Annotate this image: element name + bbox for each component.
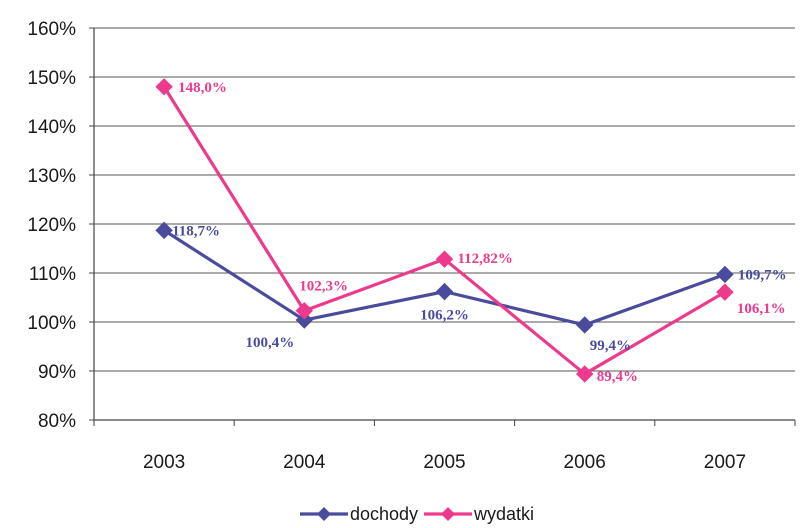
data-label-dochody: 99,4% <box>590 338 631 354</box>
series-group <box>155 78 734 383</box>
data-point-dochody <box>716 265 734 284</box>
series-line-wydatki <box>162 85 726 376</box>
data-label-wydatki: 106,1% <box>737 301 786 317</box>
data-label-dochody: 100,4% <box>246 335 295 351</box>
data-point-dochody <box>575 316 594 334</box>
data-point-wydatki <box>435 250 454 268</box>
data-labels: 118,7% 100,4% 106,2% 99,4% 109,7% 148,0% 102,3… <box>172 80 787 385</box>
legend-marker-wydatki <box>441 507 455 521</box>
x-tick-label: 2003 <box>143 452 185 473</box>
data-label-wydatki: 102,3% <box>299 279 348 295</box>
legend-label-dochody: dochody <box>350 504 418 524</box>
y-tick-label: 140% <box>27 117 76 138</box>
y-tick-label: 100% <box>27 313 76 334</box>
legend: dochody wydatki <box>300 504 534 524</box>
data-label-wydatki: 112,82% <box>458 251 513 267</box>
y-tick-label: 80% <box>38 411 76 432</box>
data-label-dochody: 109,7% <box>738 267 787 283</box>
x-tick-label: 2007 <box>704 452 746 473</box>
x-axis-tick-labels: 2003 2004 2005 2006 2007 <box>143 452 746 473</box>
data-point-wydatki <box>575 365 594 383</box>
y-axis-tick-labels: 80% 90% 100% 110% 120% 130% 140% 150% 160% <box>27 19 76 432</box>
data-label-dochody: 118,7% <box>172 223 220 239</box>
y-tick-label: 120% <box>27 215 76 236</box>
data-label-dochody: 106,2% <box>420 308 469 324</box>
data-point-wydatki <box>155 78 173 96</box>
legend-label-wydatki: wydatki <box>473 504 534 524</box>
y-tick-label: 130% <box>27 166 76 187</box>
y-tick-label: 150% <box>27 68 76 89</box>
y-tick-label: 160% <box>27 19 76 40</box>
data-label-wydatki: 89,4% <box>597 369 638 385</box>
legend-marker-dochody <box>317 507 331 521</box>
data-point-dochody <box>155 221 173 240</box>
data-point-wydatki <box>295 302 314 320</box>
gridlines <box>94 27 795 372</box>
data-point-dochody <box>295 311 314 329</box>
y-tick-label: 90% <box>38 362 76 383</box>
data-point-dochody <box>435 282 454 301</box>
y-tick-label: 110% <box>29 264 76 285</box>
data-label-wydatki: 148,0% <box>178 80 227 96</box>
axes <box>89 27 796 426</box>
x-tick-label: 2005 <box>423 452 465 473</box>
x-tick-label: 2004 <box>283 452 326 473</box>
x-tick-label: 2006 <box>564 452 606 473</box>
data-point-wydatki <box>716 283 734 301</box>
